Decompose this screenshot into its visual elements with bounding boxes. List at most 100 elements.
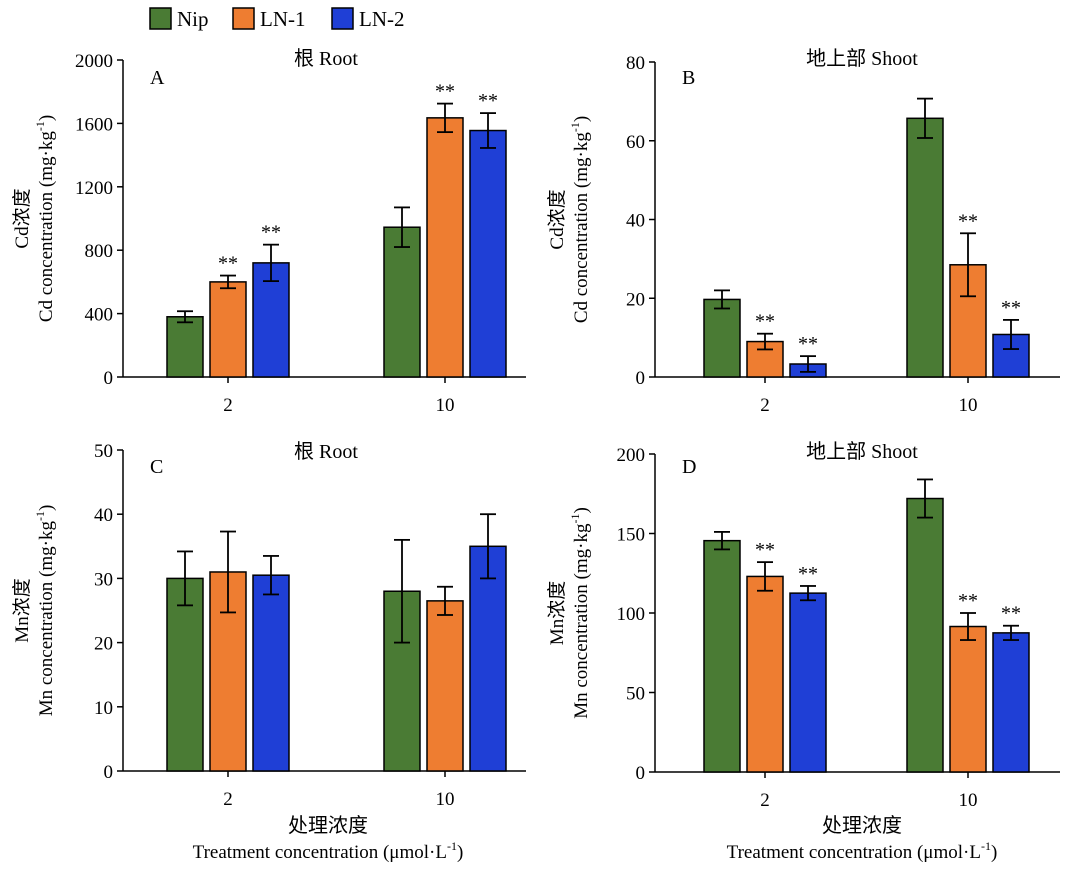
y-axis-title-en-sup-d: -1 <box>568 514 582 524</box>
y-tick-label-b: 20 <box>626 289 645 310</box>
y-tick-label-d: 0 <box>636 763 646 784</box>
y-axis-title-en-c: Mn concentration (mg·kg-1) <box>33 505 57 717</box>
significance-mark-a: ** <box>261 222 281 244</box>
x-axis-title-left: 处理浓度 Treatment concentration (μmol·L-1) <box>193 814 464 863</box>
error-bar-a-ln2-10 <box>480 112 496 149</box>
y-tick-label-a: 1200 <box>75 178 113 199</box>
y-axis-title-en-main-a: Cd concentration (mg·kg <box>36 131 57 323</box>
error-bar-c-ln1-2 <box>220 530 236 614</box>
legend-item-nip: Nip <box>149 7 209 31</box>
y-tick-label-c: 40 <box>94 505 113 526</box>
bar-a-nip-10 <box>383 226 421 378</box>
x-title-en-left-sup: -1 <box>447 839 457 853</box>
error-bar-d-ln1-10 <box>960 612 976 641</box>
bar-c-nip-2 <box>166 577 204 772</box>
error-bar-d-ln2-2 <box>800 585 816 602</box>
legend-item-ln2: LN-2 <box>331 7 405 31</box>
panel-letter-c: C <box>150 456 163 478</box>
bar-c-ln2-2 <box>252 574 290 772</box>
x-tick-label-d: 2 <box>760 790 770 811</box>
y-axis-title-cn-d: Mn浓度 <box>546 581 568 645</box>
error-bar-b-ln2-10 <box>1003 319 1019 350</box>
y-axis-title-en-sup-a: -1 <box>33 121 47 131</box>
y-tick-label-c: 10 <box>94 698 113 719</box>
legend-swatch-ln2 <box>331 7 354 30</box>
panel-a-cd-root: 0 400 800 1200 1600 2000 2 10 ** ** ** ** A 根 Root Cd浓… <box>11 47 526 416</box>
error-bar-a-ln1-10 <box>437 102 453 134</box>
y-axis-title-en-sup-c: -1 <box>33 511 47 521</box>
panel-letter-d: D <box>682 456 696 478</box>
y-tick-label-a: 800 <box>85 241 114 262</box>
y-axis-title-cn-b: Cd浓度 <box>546 189 568 249</box>
y-tick-label-c: 50 <box>94 441 113 462</box>
y-axis-title-en-d: Mn concentration (mg·kg-1) <box>568 507 592 719</box>
x-tick-label-d: 10 <box>959 790 978 811</box>
y-tick-label-d: 150 <box>617 525 646 546</box>
error-bar-d-ln1-2 <box>757 561 773 592</box>
y-tick-label-c: 20 <box>94 634 113 655</box>
bar-c-ln2-10 <box>469 545 507 772</box>
x-tick-label-b: 10 <box>959 395 978 416</box>
bar-d-ln1-2 <box>746 575 784 773</box>
error-bar-c-ln1-10 <box>437 585 453 616</box>
y-tick-label-a: 2000 <box>75 51 113 72</box>
significance-mark-d: ** <box>1001 603 1021 625</box>
y-tick-label-d: 100 <box>617 604 646 625</box>
error-bar-c-nip-10 <box>394 538 410 644</box>
x-axis-title-right: 处理浓度 Treatment concentration (μmol·L-1) <box>727 814 998 863</box>
x-title-en-right-sup: -1 <box>981 839 991 853</box>
error-bar-b-ln1-10 <box>960 232 976 298</box>
y-tick-label-c: 0 <box>104 762 114 783</box>
legend-swatch-ln1 <box>232 7 255 30</box>
bar-a-ln1-2 <box>209 281 247 378</box>
y-tick-label-b: 60 <box>626 132 645 153</box>
bar-b-nip-2 <box>703 298 741 378</box>
y-tick-label-c: 30 <box>94 569 113 590</box>
x-tick-label-b: 2 <box>760 395 770 416</box>
y-axis-title-cn-a: Cd浓度 <box>11 188 33 248</box>
bar-d-nip-2 <box>703 539 741 773</box>
x-tick-label-a: 10 <box>436 395 455 416</box>
significance-mark-d: ** <box>755 539 775 561</box>
y-tick-label-d: 50 <box>626 684 645 705</box>
error-bar-c-ln2-2 <box>263 555 279 596</box>
panel-b-cd-shoot: 0 20 40 60 80 2 10 ** ** ** ** B 地上部 Shoot Cd浓度 Cd con… <box>546 47 1060 416</box>
error-bar-d-nip-10 <box>917 478 933 519</box>
y-tick-label-d: 200 <box>617 445 646 466</box>
significance-mark-b: ** <box>798 333 818 355</box>
error-bar-a-ln1-2 <box>220 274 236 290</box>
significance-mark-a: ** <box>478 90 498 112</box>
legend-swatch-nip <box>149 7 172 30</box>
y-axis-title-en-main-d: Mn concentration (mg·kg <box>571 523 592 719</box>
legend-label-ln2: LN-2 <box>359 7 405 31</box>
x-title-en-right: Treatment concentration (μmol·L-1) <box>727 839 998 863</box>
bar-b-nip-10 <box>906 117 944 378</box>
legend-label-ln1: LN-1 <box>260 7 306 31</box>
y-tick-label-a: 1600 <box>75 114 113 135</box>
x-title-en-right-main: Treatment concentration (μmol·L <box>727 842 981 863</box>
panel-d-mn-shoot: 0 50 100 150 200 2 10 ** ** ** ** D 地上部 Shoot Mn浓度 Mn … <box>546 440 1060 811</box>
significance-mark-d: ** <box>798 563 818 585</box>
significance-mark-a: ** <box>218 253 238 275</box>
panel-c-mn-root: 0 10 20 30 40 50 2 10 C 根 Root Mn浓度 Mn concentratio… <box>11 440 526 810</box>
bar-a-ln2-10 <box>469 129 507 378</box>
legend-label-nip: Nip <box>177 7 209 31</box>
panel-title-a: 根 Root <box>294 47 358 70</box>
y-tick-label-b: 40 <box>626 211 645 232</box>
significance-mark-b: ** <box>755 311 775 333</box>
y-axis-title-en-a: Cd concentration (mg·kg-1) <box>33 115 57 322</box>
bar-d-ln1-10 <box>949 625 987 773</box>
significance-mark-d: ** <box>958 590 978 612</box>
y-axis-title-en-close-d: ) <box>571 507 592 513</box>
panel-letter-a: A <box>150 67 165 89</box>
x-title-en-left: Treatment concentration (μmol·L-1) <box>193 839 464 863</box>
y-axis-title-en-sup-b: -1 <box>568 122 582 132</box>
panel-title-b: 地上部 Shoot <box>806 47 918 70</box>
y-tick-label-a: 0 <box>104 368 114 389</box>
error-bar-a-nip-2 <box>177 310 193 324</box>
x-title-cn-left: 处理浓度 <box>288 814 368 837</box>
y-axis-title-en-close-b: ) <box>571 116 592 122</box>
error-bar-b-nip-2 <box>714 289 730 310</box>
bar-d-nip-10 <box>906 497 944 773</box>
